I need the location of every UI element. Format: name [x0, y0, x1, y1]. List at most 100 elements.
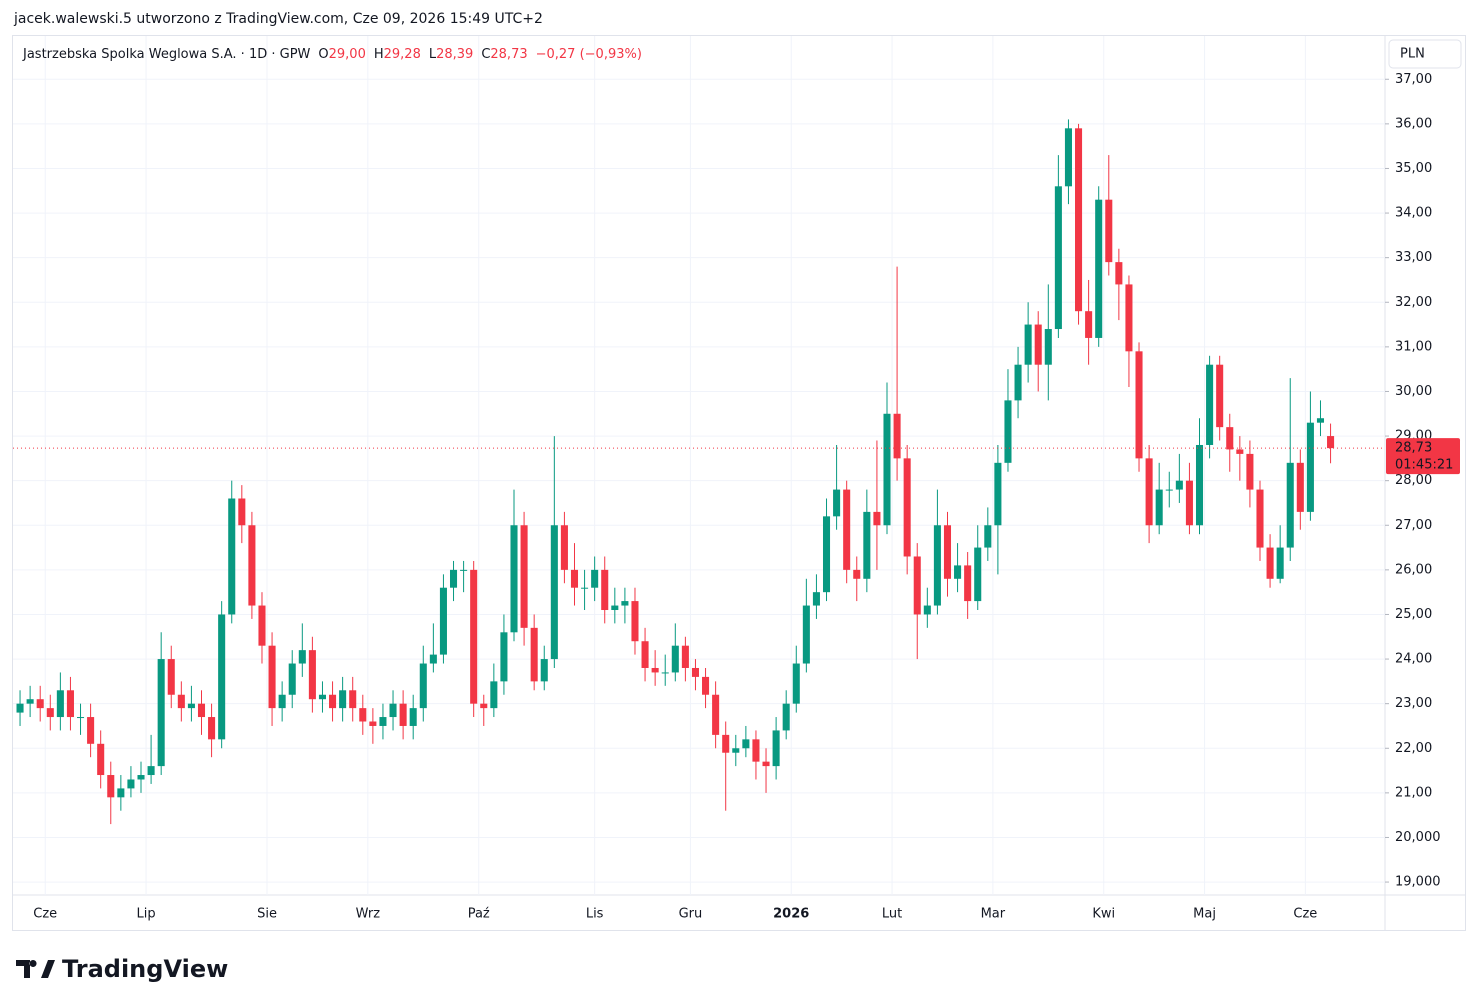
y-tick-label: 30,00: [1395, 384, 1432, 399]
candle-body: [1246, 453, 1254, 490]
candle-body: [308, 650, 316, 700]
y-tick-label: 20,000: [1395, 830, 1441, 845]
candle-body: [782, 703, 790, 731]
currency: PLN: [1400, 47, 1425, 62]
candle-body: [1175, 480, 1183, 490]
y-tick-label: 33,00: [1395, 250, 1432, 265]
candle-body: [752, 739, 760, 762]
candle-body: [994, 462, 1002, 526]
candle-body: [1085, 311, 1093, 338]
candle-body: [1024, 324, 1032, 365]
candle-body: [520, 525, 528, 628]
candle-body: [177, 694, 185, 709]
candle-body: [349, 690, 357, 709]
candle-body: [1185, 480, 1193, 526]
candle-body: [671, 645, 679, 673]
candle-body: [833, 489, 841, 517]
x-tick-label: Cze: [1293, 907, 1317, 922]
grid: 19,000 20,000 21,00 22,00 23,00 24,00 25,00 26,…: [13, 36, 1441, 922]
candle-body: [540, 659, 548, 682]
candle-body: [863, 511, 871, 579]
candle-body: [560, 525, 568, 570]
candle-body: [722, 734, 730, 753]
chart-frame: [12, 35, 1466, 931]
candle-body: [591, 569, 599, 588]
candle-body: [1276, 547, 1284, 579]
candle-body: [238, 498, 246, 526]
candle-body: [449, 569, 458, 588]
candle-body: [913, 556, 921, 615]
candle-body: [1135, 351, 1143, 459]
candle-body: [581, 587, 589, 589]
last-price-box: [1386, 438, 1460, 475]
stat-key: L: [429, 47, 437, 62]
candle-body: [329, 694, 337, 709]
candle-body: [147, 766, 155, 776]
candle-body: [298, 650, 306, 664]
candle-body: [268, 645, 276, 709]
candle-body: [409, 708, 417, 726]
candle-body: [1115, 262, 1123, 285]
candle-body: [480, 703, 488, 709]
candle-body: [570, 569, 579, 588]
candle-body: [893, 413, 901, 459]
candle-body: [470, 569, 478, 704]
candle-body: [218, 614, 226, 740]
candle-body: [1286, 462, 1294, 548]
candle-body: [631, 601, 639, 642]
x-tick-label: Lis: [586, 907, 604, 922]
y-tick-label: 19,000: [1395, 875, 1441, 890]
candle-body: [1236, 449, 1244, 454]
candle-body: [167, 659, 175, 695]
stat-key: O: [318, 47, 328, 62]
y-tick-label: 22,00: [1395, 741, 1432, 756]
candle-body: [984, 525, 992, 548]
stat-value: 29,28: [384, 47, 421, 62]
candle-body: [288, 663, 296, 695]
candle-body: [712, 694, 720, 735]
candle-body: [792, 663, 800, 704]
candle-body: [1165, 489, 1173, 491]
overlay: 28,73 01:45:21: [13, 438, 1460, 475]
candle-body: [46, 708, 54, 718]
y-tick-label: 21,00: [1395, 785, 1432, 800]
candle-body: [873, 511, 881, 526]
candle-body: [530, 627, 538, 682]
candle-body: [66, 690, 74, 718]
candle-body: [661, 672, 669, 674]
candle-body: [1327, 436, 1335, 449]
candle-body: [1064, 128, 1072, 187]
candle-body: [1004, 400, 1012, 463]
candle-body: [964, 565, 972, 602]
candle-body: [127, 779, 135, 789]
candle-body: [278, 694, 286, 709]
x-tick-label: Sie: [257, 907, 277, 922]
candle-body: [853, 569, 861, 579]
candle-body: [36, 699, 44, 709]
candle-body: [762, 761, 770, 767]
x-tick-label: Maj: [1193, 907, 1216, 922]
candle-body: [843, 489, 851, 570]
y-tick-label: 25,00: [1395, 607, 1432, 622]
x-tick-label: Cze: [33, 907, 57, 922]
candle-body: [1105, 199, 1113, 263]
candle-body: [359, 708, 367, 722]
candle-body: [117, 788, 125, 798]
x-tick-label: Kwi: [1092, 907, 1115, 922]
candle-body: [601, 569, 609, 611]
x-tick-label: Lut: [882, 907, 902, 922]
candle-body: [732, 748, 740, 753]
candle-body: [197, 703, 206, 718]
y-tick-label: 28,00: [1395, 473, 1432, 488]
candle-body: [87, 717, 95, 744]
candle-body: [691, 667, 699, 677]
y-tick-label: 23,00: [1395, 696, 1432, 711]
candle-body: [248, 525, 256, 606]
candle-body: [1195, 444, 1204, 526]
candle-body: [1306, 422, 1314, 512]
candle-body: [16, 703, 24, 713]
candle-body: [339, 690, 347, 709]
y-tick-label: 27,00: [1395, 518, 1432, 533]
